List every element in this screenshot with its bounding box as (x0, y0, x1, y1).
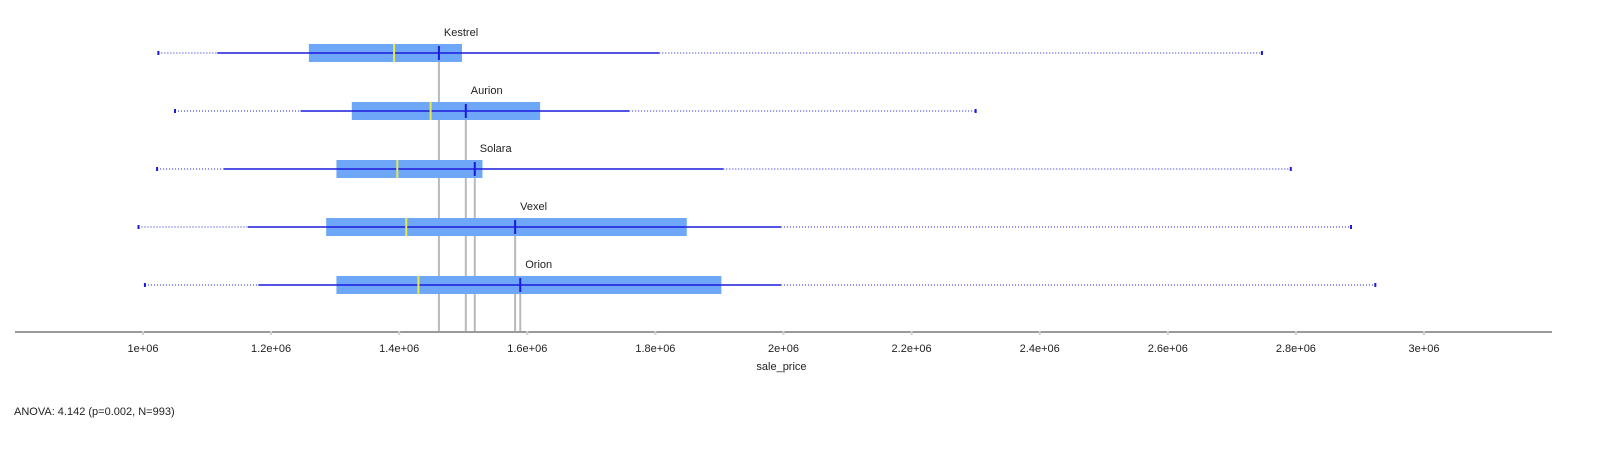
x-tick-label: 3e+06 (1409, 343, 1440, 355)
x-tick-label: 1.6e+06 (507, 343, 547, 355)
group-label: Orion (525, 259, 552, 271)
x-tick-label: 1.2e+06 (251, 343, 291, 355)
group-label: Aurion (471, 85, 503, 97)
group-label: Kestrel (444, 27, 478, 39)
x-axis: 1e+06 1.2e+06 1.4e+06 1.6e+06 1.8e+06 2e+06 2.… (15, 331, 1552, 373)
x-axis-label: sale_price (756, 361, 806, 373)
x-tick-label: 2.6e+06 (1148, 343, 1188, 355)
x-tick-label: 2.2e+06 (892, 343, 932, 355)
box-group-orion: Orion (143, 259, 1377, 294)
box-groups: Kestrel Aurion Solara Vexel Orion (137, 27, 1377, 294)
x-tick-label: 1.4e+06 (379, 343, 419, 355)
group-label: Vexel (520, 201, 547, 213)
x-tick-label: 2.4e+06 (1020, 343, 1060, 355)
x-tick-label: 2e+06 (768, 343, 799, 355)
box-group-aurion: Aurion (174, 85, 977, 120)
box-group-kestrel: Kestrel (157, 27, 1263, 62)
x-tick-label: 2.8e+06 (1276, 343, 1316, 355)
anova-stats: ANOVA: 4.142 (p=0.002, N=993) (14, 406, 175, 418)
box-group-solara: Solara (156, 143, 1292, 178)
x-tick-label: 1e+06 (128, 343, 159, 355)
x-axis-ticks: 1e+06 1.2e+06 1.4e+06 1.6e+06 1.8e+06 2e+06 2.… (128, 331, 1440, 355)
box-group-vexel: Vexel (137, 201, 1352, 236)
x-tick-label: 1.8e+06 (635, 343, 675, 355)
group-label: Solara (480, 143, 513, 155)
